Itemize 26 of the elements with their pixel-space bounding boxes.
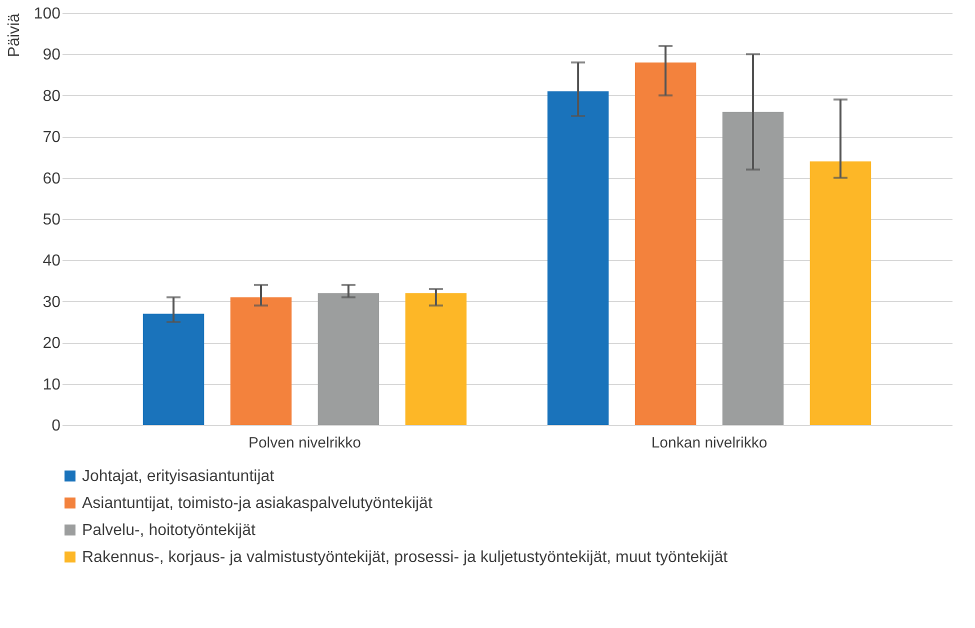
legend-label: Johtajat, erityisasiantuntijat: [82, 468, 275, 485]
y-tick-label: 20: [42, 335, 61, 352]
y-tick-label: 10: [42, 376, 61, 394]
y-tick-label: 100: [34, 6, 61, 22]
y-tick-label: 30: [42, 294, 61, 311]
x-tick-label: Lonkan nivelrikko: [651, 434, 768, 452]
bar: [318, 293, 380, 425]
y-tick-label: 90: [42, 46, 61, 64]
legend-label: Rakennus-, korjaus- ja valmistustyöntekijät, prosessi- ja kuljetustyöntekijät, muut työntekijät: [82, 549, 728, 566]
bar: [810, 161, 872, 425]
y-axis-title: Päiviä: [6, 13, 23, 58]
bar: [405, 293, 467, 425]
bar: [230, 297, 292, 425]
y-tick-label: 60: [42, 170, 61, 188]
legend-label: Asiantuntijat, toimisto-ja asiakaspalvelutyöntekijät: [82, 495, 433, 512]
bar: [722, 112, 784, 425]
y-tick-label: 40: [42, 252, 61, 270]
bar: [142, 314, 204, 425]
y-tick-label: 70: [42, 129, 61, 146]
y-tick-label: 80: [42, 88, 61, 105]
x-tick-label: Polven nivelrikko: [248, 434, 362, 452]
y-tick-label: 50: [42, 212, 61, 228]
bar: [634, 62, 696, 425]
bar: [547, 91, 609, 425]
legend-label: Palvelu-, hoitotyöntekijät: [82, 522, 256, 539]
y-tick-label: 0: [52, 418, 61, 434]
